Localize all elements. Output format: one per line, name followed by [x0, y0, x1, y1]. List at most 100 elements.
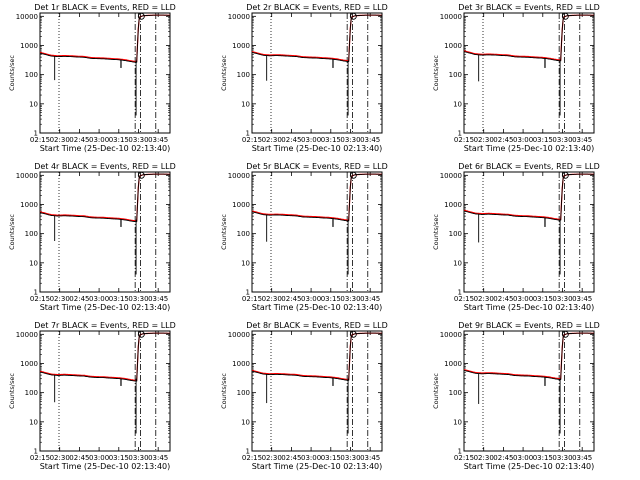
series-events-line [39, 332, 170, 382]
x-tick-label: 03:45 [360, 136, 380, 144]
y-axis-label: Counts/sec [8, 373, 16, 409]
x-tick-label: 03:45 [148, 136, 168, 144]
x-tick-label: 02:15 [454, 295, 474, 303]
x-tick-label: 03:30 [552, 295, 572, 303]
x-tick-label: 02:45 [493, 136, 513, 144]
x-tick-label: 03:30 [552, 454, 572, 462]
x-tick-label: 02:30 [50, 454, 70, 462]
x-tick-label: 03:45 [360, 454, 380, 462]
x-tick-label: 02:45 [69, 136, 89, 144]
x-tick-label: 03:00 [513, 295, 533, 303]
y-axis-label: Counts/sec [8, 55, 16, 91]
x-tick-label: 02:45 [281, 454, 301, 462]
series-events-line [463, 332, 594, 380]
x-tick-label: 02:45 [69, 295, 89, 303]
x-tick-label: 03:45 [572, 295, 592, 303]
x-axis-label: Start Time (25-Dec-10 02:13:40) [252, 144, 383, 153]
y-tick-label: 1 [246, 448, 250, 456]
plot-frame [251, 171, 383, 293]
plot-frame [463, 12, 595, 134]
series-lld-line [463, 332, 594, 380]
chart-panel-5: Det 5r BLACK = Events, RED = LLD 1 10 100 10… [220, 162, 388, 312]
x-tick-label: 03:00 [89, 295, 109, 303]
y-tick-label: 10000 [16, 331, 38, 339]
y-tick-label: 100 [25, 389, 38, 397]
chart-title: Det 9r BLACK = Events, RED = LLD [458, 321, 600, 330]
x-tick-label: 02:30 [474, 136, 494, 144]
x-tick-label: 03:30 [128, 136, 148, 144]
series-events-line [39, 173, 170, 223]
y-tick-label: 100 [449, 71, 462, 79]
y-tick-label: 10 [453, 100, 462, 108]
plot-frame [39, 12, 171, 134]
y-tick-label: 10 [453, 418, 462, 426]
x-tick-label: 03:00 [89, 454, 109, 462]
plot-frame [251, 330, 383, 452]
x-tick-label: 02:45 [493, 295, 513, 303]
x-tick-label: 02:45 [281, 136, 301, 144]
x-axis-label: Start Time (25-Dec-10 02:13:40) [40, 144, 171, 153]
peak-marker [137, 330, 145, 338]
x-tick-label: 02:30 [262, 136, 282, 144]
x-tick-label: 03:45 [360, 295, 380, 303]
series-lld-line [251, 173, 382, 221]
series-events-line [39, 14, 170, 63]
x-tick-label: 02:15 [30, 136, 50, 144]
x-tick-label: 02:45 [493, 454, 513, 462]
y-tick-label: 1 [458, 289, 462, 297]
x-tick-label: 02:15 [242, 136, 262, 144]
x-tick-label: 03:15 [533, 454, 553, 462]
peak-marker [561, 330, 569, 338]
x-tick-label: 03:00 [301, 136, 321, 144]
x-tick-label: 03:15 [533, 136, 553, 144]
peak-marker [137, 171, 145, 179]
x-tick-label: 03:30 [340, 295, 360, 303]
x-tick-label: 03:00 [89, 136, 109, 144]
y-tick-label: 10 [241, 259, 250, 267]
plot-frame [463, 330, 595, 452]
x-tick-label: 03:15 [109, 295, 129, 303]
plot-frame [39, 330, 171, 452]
y-tick-label: 100 [25, 230, 38, 238]
y-tick-label: 1000 [20, 201, 38, 209]
chart-title: Det 4r BLACK = Events, RED = LLD [34, 162, 176, 171]
y-tick-label: 1 [458, 130, 462, 138]
peak-marker [349, 12, 357, 20]
y-axis-label: Counts/sec [220, 373, 228, 409]
y-tick-label: 10000 [440, 13, 462, 21]
x-axis-label: Start Time (25-Dec-10 02:13:40) [252, 303, 383, 312]
x-tick-label: 03:15 [109, 454, 129, 462]
peak-marker [349, 330, 357, 338]
y-tick-label: 1000 [444, 360, 462, 368]
series-events-line [463, 14, 594, 62]
x-tick-label: 03:00 [513, 454, 533, 462]
x-tick-label: 03:15 [321, 295, 341, 303]
y-tick-label: 10000 [440, 331, 462, 339]
series-events-line [251, 173, 382, 222]
chart-panel-9: Det 9r BLACK = Events, RED = LLD 1 10 100 10… [432, 321, 600, 471]
y-tick-label: 1000 [444, 42, 462, 50]
y-tick-label: 10 [29, 418, 38, 426]
chart-panel-8: Det 8r BLACK = Events, RED = LLD 1 10 100 10… [220, 321, 388, 471]
y-tick-label: 1000 [232, 360, 250, 368]
y-tick-label: 100 [25, 71, 38, 79]
y-axis-label: Counts/sec [220, 214, 228, 250]
y-axis-label: Counts/sec [432, 373, 440, 409]
x-tick-label: 02:45 [69, 454, 89, 462]
x-tick-label: 03:45 [572, 136, 592, 144]
x-tick-label: 03:15 [321, 136, 341, 144]
series-lld-line [39, 173, 170, 222]
chart-title: Det 6r BLACK = Events, RED = LLD [458, 162, 600, 171]
y-tick-label: 1000 [444, 201, 462, 209]
x-axis-label: Start Time (25-Dec-10 02:13:40) [464, 303, 595, 312]
chart-title: Det 3r BLACK = Events, RED = LLD [458, 3, 600, 12]
x-axis-label: Start Time (25-Dec-10 02:13:40) [40, 462, 171, 471]
peak-marker [561, 171, 569, 179]
y-tick-label: 1 [34, 448, 38, 456]
y-tick-label: 1000 [232, 201, 250, 209]
x-axis-label: Start Time (25-Dec-10 02:13:40) [464, 462, 595, 471]
peak-marker [349, 171, 357, 179]
x-tick-label: 03:30 [340, 454, 360, 462]
chart-panel-1: Det 1r BLACK = Events, RED = LLD 1 10 100 10… [8, 3, 176, 153]
x-tick-label: 03:00 [301, 454, 321, 462]
